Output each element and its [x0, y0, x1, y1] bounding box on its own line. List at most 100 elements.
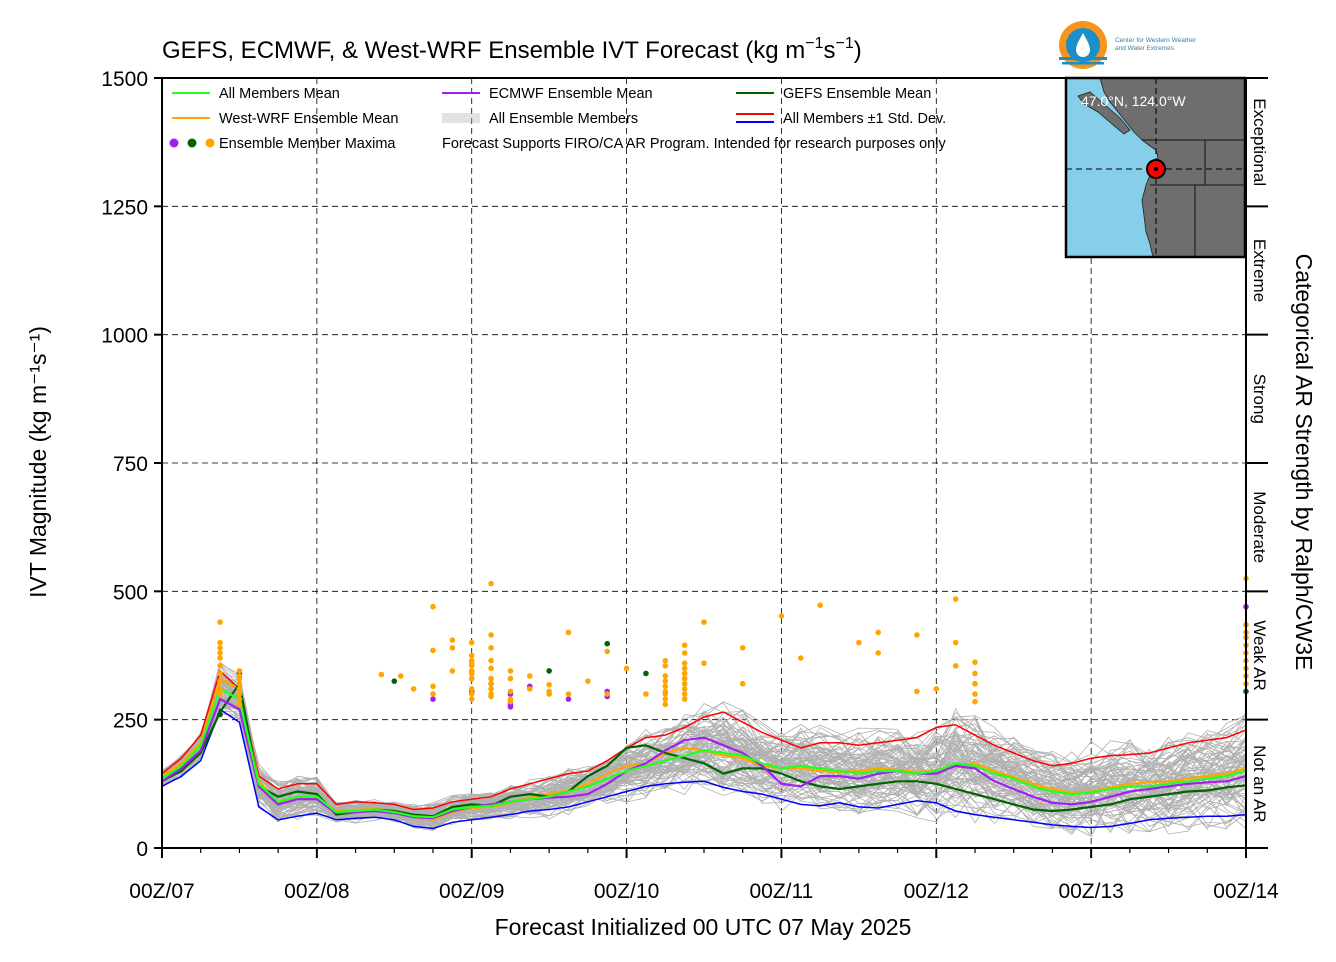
maxima-point-west-wrf: [526, 673, 533, 679]
maxima-point-west-wrf: [778, 613, 785, 619]
y-tick-label: 1250: [101, 196, 148, 219]
water-drop-icon: [1076, 33, 1090, 57]
maxima-point-west-wrf: [662, 701, 669, 708]
maxima-point-gefs: [546, 668, 552, 674]
category-label: Strong: [1250, 374, 1269, 424]
maxima-point-west-wrf: [468, 696, 475, 702]
category-label: Extreme: [1250, 239, 1269, 302]
maxima-point-west-wrf: [217, 678, 223, 684]
maxima-point-west-wrf: [217, 691, 223, 697]
maxima-point-west-wrf: [681, 675, 688, 682]
maxima-point-west-wrf: [507, 698, 514, 705]
y-tick-label: 750: [113, 453, 148, 476]
legend-dot: [169, 138, 179, 148]
category-axis-title: Categorical AR Strength by Ralph/CW3E: [1291, 254, 1317, 671]
maxima-point-west-wrf: [875, 650, 882, 656]
maxima-point-west-wrf: [972, 698, 978, 705]
category-label: Weak AR: [1250, 620, 1269, 691]
maxima-point-west-wrf: [952, 639, 959, 646]
maxima-point-ecmwf: [507, 704, 514, 710]
maxima-point-west-wrf: [488, 686, 494, 692]
maxima-point-west-wrf: [856, 639, 862, 646]
maxima-point-west-wrf: [468, 657, 475, 664]
x-tick-label: 00Z/09: [439, 880, 504, 903]
y-tick-label: 250: [113, 710, 148, 733]
maxima-point-west-wrf: [217, 670, 223, 677]
maxima-point-west-wrf: [604, 691, 611, 697]
maxima-point-west-wrf: [488, 693, 494, 700]
maxima-point-west-wrf: [875, 629, 882, 636]
maxima-point-west-wrf: [546, 691, 552, 697]
maxima-point-west-wrf: [507, 675, 514, 682]
maxima-point-west-wrf: [662, 662, 669, 669]
maxima-point-west-wrf: [914, 688, 920, 695]
maxima-point-west-wrf: [739, 680, 746, 687]
maxima-point-west-wrf: [681, 686, 688, 692]
maxima-point-ecmwf: [565, 696, 572, 702]
maxima-point-west-wrf: [217, 639, 223, 646]
ensemble-member-line: [161, 674, 1247, 819]
maxima-point-west-wrf: [681, 642, 688, 649]
y-axis-title: IVT Magnitude (kg m⁻¹s⁻¹): [25, 326, 51, 598]
x-tick-label: 00Z/14: [1213, 880, 1279, 903]
maxima-point-west-wrf: [378, 671, 385, 678]
legend: All Members Mean ECMWF Ensemble Mean GEFS …: [169, 86, 946, 152]
maxima-point-west-wrf: [217, 662, 223, 669]
x-tick-label: 00Z/10: [594, 880, 659, 903]
ensemble-member-line: [161, 664, 1247, 815]
maxima-point-west-wrf: [739, 645, 746, 651]
logo-text-line2: and Water Extremes: [1115, 45, 1175, 52]
grid: [162, 78, 1246, 848]
logo-text-line1: Center for Western Weather: [1115, 37, 1197, 44]
legend-label: West-WRF Ensemble Mean: [219, 111, 398, 127]
maxima-point-west-wrf: [681, 696, 688, 702]
maxima-point-west-wrf: [507, 668, 514, 674]
legend-label: All Members ±1 Std. Dev.: [783, 111, 946, 127]
y-tick-label: 1000: [101, 325, 148, 348]
maxima-point-west-wrf: [681, 670, 688, 677]
legend-label: Ensemble Member Maxima: [219, 136, 396, 152]
maxima-point-west-wrf: [623, 665, 630, 672]
maxima-point-west-wrf: [488, 580, 494, 587]
maxima-point-west-wrf: [662, 657, 669, 664]
maxima-point-west-wrf: [449, 637, 456, 643]
maxima-point-west-wrf: [681, 665, 688, 672]
maxima-point-west-wrf: [468, 662, 475, 669]
maxima-point-west-wrf: [662, 673, 669, 679]
maxima-point-west-wrf: [468, 670, 475, 677]
maxima-point-west-wrf: [701, 660, 707, 666]
category-label: Exceptional: [1250, 98, 1269, 186]
maxima-point-west-wrf: [430, 683, 436, 690]
maxima-point-gefs: [643, 670, 649, 677]
maxima-point-west-wrf: [217, 686, 223, 692]
legend-label: All Ensemble Members: [489, 111, 638, 127]
maxima-point-west-wrf: [397, 673, 404, 679]
ensemble-members: [161, 661, 1247, 837]
maxima-point-west-wrf: [681, 660, 688, 666]
maxima-point-west-wrf: [681, 650, 688, 656]
maxima-point-west-wrf: [468, 639, 475, 646]
maxima-point-west-wrf: [972, 670, 978, 677]
category-scale: Exceptional Extreme Strong Moderate Weak AR N…: [1246, 77, 1269, 849]
maxima-point-west-wrf: [604, 648, 611, 655]
series-lines: [161, 669, 1247, 830]
chart-title: GEFS, ECMWF, & West-WRF Ensemble IVT For…: [162, 35, 862, 64]
y-tick-label: 0: [136, 838, 148, 861]
maxima-point-west-wrf: [662, 696, 669, 702]
maxima-point-west-wrf: [933, 686, 940, 692]
ensemble-member-line: [161, 705, 1247, 832]
maxima-point-west-wrf: [488, 665, 494, 672]
maxima-point-west-wrf: [410, 686, 417, 692]
maxima-point-west-wrf: [217, 619, 223, 625]
series-line-all-members-1-std-dev-: [161, 708, 1247, 830]
maxima-point-west-wrf: [236, 680, 243, 687]
maxima-point-west-wrf: [662, 691, 669, 697]
maxima-point-west-wrf: [468, 652, 475, 659]
series-line-all-members-1-std-dev-: [161, 669, 1247, 811]
maxima-point-west-wrf: [217, 655, 223, 661]
map-coords: 47.0°N, 124.0°W: [1081, 93, 1186, 109]
maxima-point-west-wrf: [236, 696, 243, 702]
maxima-point-west-wrf: [236, 691, 243, 697]
maxima-point-west-wrf: [430, 647, 436, 654]
ensemble-member-line: [161, 704, 1247, 835]
